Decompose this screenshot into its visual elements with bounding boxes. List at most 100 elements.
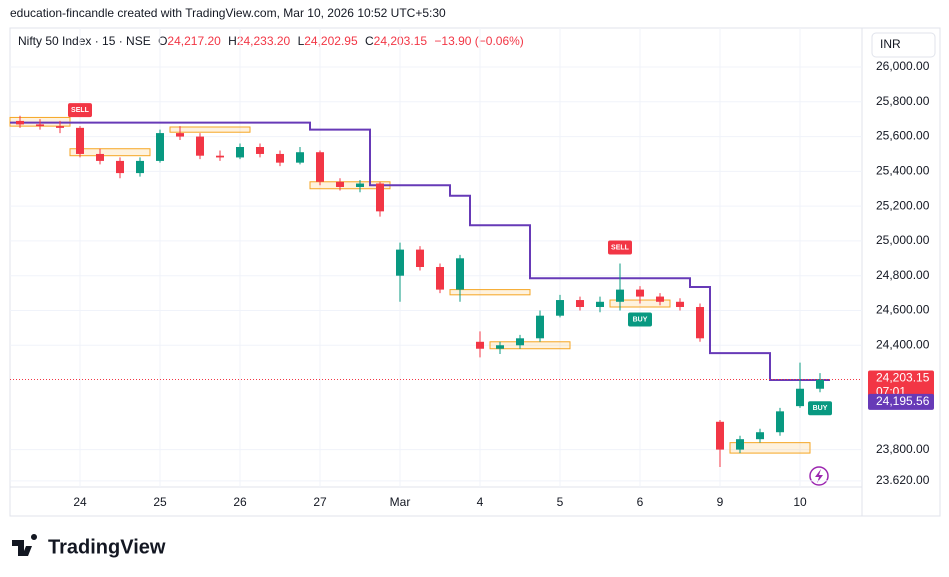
order-block [489,341,571,350]
candle-body [196,136,204,156]
candle-body [536,315,544,339]
candle [276,150,284,167]
candle-body [176,133,184,137]
candle-body [456,258,464,290]
candle [176,126,184,141]
icon-ring[interactable] [809,466,829,486]
candle [296,147,304,165]
candle-body [796,388,804,407]
candle-body [56,126,64,128]
candle-body [276,153,284,163]
candle-body [416,249,424,267]
candle-body [116,160,124,174]
candle [556,294,564,318]
candle [796,362,804,408]
signal-label: BUY [633,316,648,323]
signal: BUY [628,312,652,327]
order-block [169,126,251,133]
currency[interactable]: INR [880,37,901,51]
candle [16,115,24,128]
candle-body [36,124,44,127]
symbol: Nifty 50 Index · 15 · NSE [18,34,151,48]
candle-body [96,153,104,161]
ohlc-legend: Nifty 50 Index · 15 · NSE O24,217.20 H24… [18,34,524,48]
candle [156,129,164,163]
candle [756,428,764,443]
candle [476,331,484,358]
chart-frame [9,27,941,517]
candle-body [656,296,664,302]
signal-label: SELL [71,107,90,114]
candle-body [776,411,784,433]
high-value: 24,233.20 [237,34,291,48]
candle [36,119,44,130]
order-block [449,289,531,296]
y-tick-label: 25,400.00 [876,164,930,178]
change: −13.90 (−0.06%) [434,34,523,48]
x-tick-label: 25 [153,495,167,509]
y-tick-label: 25,600.00 [876,129,930,143]
candle [716,420,724,467]
brand-name: TradingView [48,536,166,558]
lightning-icon[interactable] [809,466,829,486]
currency-box[interactable] [871,32,936,58]
order-block [729,442,811,454]
icon-bolt[interactable] [815,469,823,483]
trail-price-label: 24,195.56 [876,394,930,408]
order-block [69,148,151,157]
y-tick-label: 23,800.00 [876,442,930,456]
candle [136,157,144,177]
candle-body [716,421,724,450]
candle-body [356,183,364,187]
signal: SELL [608,240,632,255]
candle [236,143,244,160]
candle-body [496,345,504,349]
trail-line [10,121,830,382]
signal-label: SELL [611,244,630,251]
plot-area [9,28,862,487]
open-value: 24,217.20 [167,34,221,48]
candle [356,180,364,193]
signal: BUY [808,401,832,416]
candle [416,246,424,271]
candle [636,286,644,304]
candle-body [576,300,584,307]
x-tick-label: 24 [73,495,87,509]
candle [596,296,604,313]
y-tick-label: 25,200.00 [876,198,930,212]
candle-body [236,147,244,158]
candle-body [616,289,624,302]
candle [56,120,64,134]
candle-body [516,338,524,346]
candle-body [696,307,704,339]
candle-body [736,439,744,450]
candle-body [136,160,144,174]
signal-label: BUY [813,405,828,412]
y-tick-label: 25,000.00 [876,233,930,247]
candle [776,407,784,436]
candle-body [296,152,304,163]
candle-body [636,289,644,297]
low-label: L [298,34,305,48]
candle [396,242,404,302]
candle [436,263,444,294]
x-tick-label: 27 [313,495,327,509]
y-tick-label: 24,400.00 [876,337,930,351]
signal-badge [808,401,832,416]
candle [816,373,824,393]
candle [316,150,324,186]
y-tick-label: 25,800.00 [876,94,930,108]
x-tick-label: 5 [557,495,564,509]
candle-body [216,155,224,158]
candle [516,334,524,349]
candle-body [76,127,84,154]
x-tick-label: 26 [233,495,247,509]
candle [196,133,204,160]
candle-body [676,301,684,307]
brand-logo [12,533,38,556]
high-label: H [228,34,237,48]
x-tick-label: Mar [390,495,411,509]
candle [616,263,624,311]
close-value: 24,203.15 [374,34,428,48]
